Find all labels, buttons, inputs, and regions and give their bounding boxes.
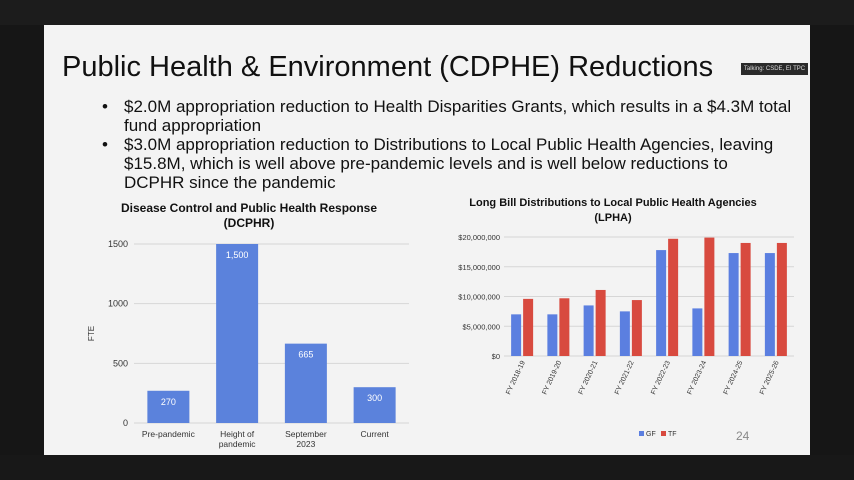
x-tick-label: FY 2018-19	[505, 360, 527, 396]
dcphr-chart-title: Disease Control and Public Health Respon…	[120, 201, 378, 230]
y-tick-label: 1500	[108, 239, 128, 249]
data-label: 270	[161, 397, 176, 407]
x-tick-label: Pre-pandemic	[142, 429, 196, 439]
x-tick-label: Height of	[220, 429, 255, 439]
x-tick-label: Current	[360, 429, 389, 439]
y-tick-label: $5,000,000	[462, 322, 500, 331]
bar-gf	[511, 314, 522, 356]
bullet-text: $3.0M appropriation reduction to Distrib…	[124, 135, 774, 192]
bar-tf	[740, 242, 751, 356]
bullet-item: • $3.0M appropriation reduction to Distr…	[102, 135, 792, 192]
bar-gf	[619, 311, 630, 356]
window-bottom-bar	[0, 455, 854, 480]
bar	[147, 390, 190, 423]
y-tick-label: $20,000,000	[458, 233, 500, 242]
legend-label: GF	[646, 431, 656, 438]
legend-label: TF	[668, 431, 677, 438]
x-tick-label: 2023	[296, 439, 315, 449]
legend-swatch	[661, 431, 666, 436]
bar-gf	[728, 253, 739, 356]
x-tick-label: FY 2019-20	[541, 360, 563, 396]
presentation-slide: Public Health & Environment (CDPHE) Redu…	[44, 25, 810, 455]
y-axis-label: FTE	[87, 326, 96, 341]
bar-gf	[656, 250, 667, 356]
bullet-glyph: •	[102, 135, 108, 154]
x-tick-label: FY 2022-23	[650, 360, 672, 396]
y-tick-label: $10,000,000	[458, 293, 500, 302]
lpha-chart-title: Long Bill Distributions to Local Public …	[469, 197, 757, 224]
bullet-glyph: •	[102, 97, 108, 116]
bar-tf	[595, 289, 606, 356]
data-label: 1,500	[226, 250, 249, 260]
y-tick-label: $0	[492, 352, 500, 361]
bullet-list: • $2.0M appropriation reduction to Healt…	[102, 97, 792, 192]
bullet-text: $2.0M appropriation reduction to Health …	[124, 97, 792, 135]
window-top-bar	[0, 0, 854, 25]
bar	[284, 343, 327, 423]
left-margin	[0, 25, 44, 455]
bar	[216, 244, 259, 423]
page-number: 24	[736, 429, 750, 443]
y-tick-label: 500	[113, 358, 128, 368]
bar-gf	[764, 253, 775, 356]
y-tick-label: 1000	[108, 299, 128, 309]
x-tick-label: FY 2025-26	[759, 360, 781, 396]
slide-title: Public Health & Environment (CDPHE) Redu…	[62, 51, 714, 83]
bar-tf	[776, 242, 787, 356]
legend-swatch	[639, 431, 644, 436]
x-tick-label: FY 2021-22	[614, 360, 636, 396]
x-tick-label: FY 2023-24	[686, 360, 708, 396]
x-tick-label: September	[285, 429, 327, 439]
y-tick-label: $15,000,000	[458, 263, 500, 272]
lpha-bar-chart: $0 $5,000,000 $10,000,000 $15,000,000 $20,00…	[458, 233, 794, 438]
data-label: 300	[367, 393, 382, 403]
speaker-badge: Talking: CSDE, EI TPC	[741, 63, 808, 75]
bar-tf	[631, 300, 642, 356]
bar-tf	[668, 238, 679, 356]
right-margin	[810, 25, 854, 455]
bar-tf	[704, 237, 715, 356]
dcphr-bar-chart: 0 500 1000 1500 FTE 270 Pre-pandemic 1,500 Heigh…	[87, 239, 409, 449]
x-tick-label: pandemic	[219, 439, 257, 449]
bar-gf	[692, 308, 703, 356]
bar-gf	[547, 314, 558, 356]
bullet-item: • $2.0M appropriation reduction to Healt…	[102, 97, 792, 135]
bar-tf	[523, 298, 534, 356]
bar	[353, 387, 396, 423]
bar-gf	[583, 305, 594, 356]
data-label: 665	[298, 350, 313, 360]
x-tick-label: FY 2020-21	[578, 360, 600, 396]
bar-tf	[559, 298, 570, 356]
y-tick-label: 0	[123, 418, 128, 428]
x-tick-label: FY 2024-25	[723, 360, 745, 396]
